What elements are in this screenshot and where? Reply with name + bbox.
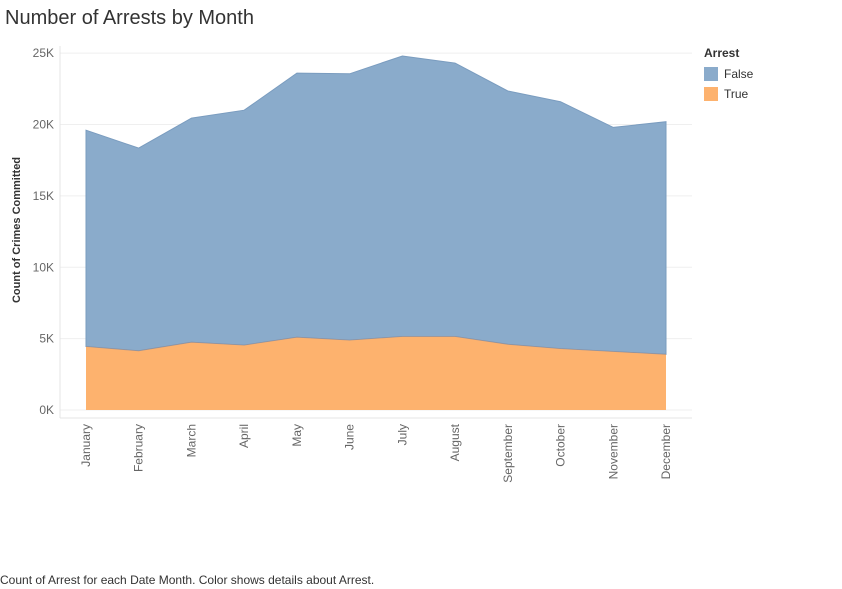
chart-title: Number of Arrests by Month [5, 7, 254, 29]
x-tick-label: May [290, 424, 304, 447]
area-true [86, 336, 666, 410]
x-tick-label: April [237, 424, 251, 448]
x-tick-label: November [606, 424, 620, 479]
y-axis-title: Count of Crimes Committed [11, 157, 23, 303]
y-tick-label: 15K [33, 189, 54, 203]
y-tick-label: 25K [33, 46, 54, 60]
y-tick-label: 20K [33, 118, 54, 132]
x-tick-label: October [554, 424, 568, 467]
x-tick-label: September [501, 424, 515, 483]
x-tick-label: July [395, 424, 409, 445]
x-tick-label: February [132, 424, 146, 472]
x-tick-label: June [343, 424, 357, 450]
legend: Arrest False True [704, 46, 753, 104]
x-tick-label: January [79, 424, 93, 467]
legend-item-true[interactable]: True [704, 84, 753, 104]
x-tick-label: March [184, 424, 198, 457]
legend-swatch-false [704, 67, 718, 81]
area-false [85, 55, 667, 355]
y-tick-label: 5K [39, 332, 54, 346]
legend-swatch-true [704, 87, 718, 101]
y-tick-label: 10K [33, 260, 54, 274]
legend-label-false: False [724, 67, 754, 81]
y-tick-label: 0K [39, 403, 54, 417]
boundary-line [85, 336, 667, 355]
legend-title: Arrest [704, 46, 740, 60]
chart-caption: Count of Arrest for each Date Month. Col… [0, 573, 375, 587]
x-tick-label: August [448, 423, 462, 461]
x-tick-label: December [659, 424, 673, 479]
legend-item-false[interactable]: False [704, 64, 753, 84]
legend-label-true: True [724, 87, 749, 101]
